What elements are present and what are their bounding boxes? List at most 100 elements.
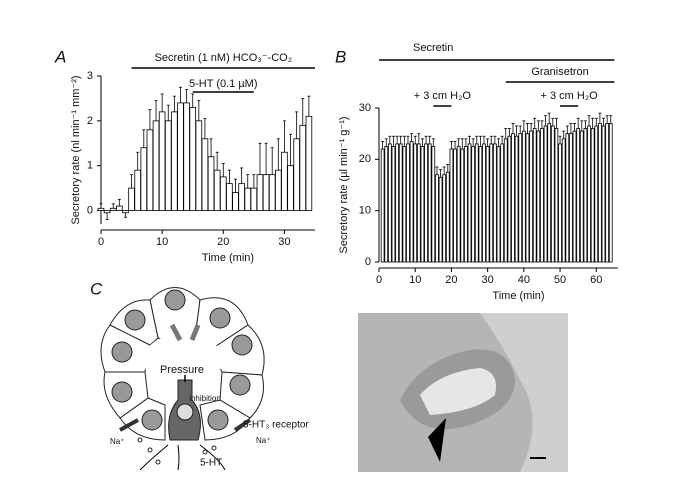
bar [195,120,203,211]
bar [388,143,392,263]
x-tick-label: 30 [482,274,494,286]
bar [507,135,512,263]
panel-label: C [90,279,103,298]
x-axis-label: Time (min) [202,252,254,264]
x-tick-label: 0 [376,274,382,286]
x-tick-label: 20 [445,274,457,286]
annotation: + 3 cm H₂O [414,90,472,102]
bar [103,210,111,214]
bar [281,151,288,211]
diagram-label: 5-HT [200,458,222,469]
x-tick-label: 50 [554,274,566,286]
bar [402,146,407,263]
x-tick-label: 30 [278,236,290,248]
y-tick-label: 1 [87,160,93,172]
panel-label: B [335,47,346,66]
y-tick-label: 3 [87,70,93,82]
bar [250,187,258,211]
bar [109,207,117,211]
y-tick-label: 0 [87,204,93,216]
bar [177,102,184,211]
bar [485,146,490,263]
panel-label: A [54,47,66,66]
bar [583,128,588,263]
x-tick-label: 10 [409,274,421,286]
bar [164,120,172,211]
bar [413,143,418,263]
bar [416,143,421,263]
bar [482,143,486,263]
bar [424,143,428,263]
y-axis-label: Secretory rate (µl min⁻¹ g⁻¹) [338,116,350,253]
bar [189,106,197,211]
bar [540,128,544,263]
bar [244,187,252,211]
bar [467,143,472,263]
bar [213,169,221,211]
y-tick-label: 2 [87,115,93,127]
diagram-label: Na⁺ [110,437,124,446]
annotation: Secretin [413,42,453,54]
bar [219,176,227,211]
bar [140,147,148,211]
bar [511,133,515,263]
bar [146,129,154,211]
bar [601,125,606,263]
diagram-label: 5-HT₃ receptor [243,420,309,431]
bar [464,146,468,263]
bar [97,207,105,211]
annotation: Granisetron [531,66,588,78]
bar [605,123,609,263]
bar [116,205,123,211]
bar [514,135,519,263]
bar [489,143,494,263]
bar [608,123,613,263]
bar [391,146,396,263]
bar [207,156,215,211]
bar [398,143,403,263]
bar [409,140,414,263]
bar [598,123,602,263]
y-tick-label: 30 [359,102,371,114]
bar [536,130,541,263]
y-axis-label: Secretory rate (nl min⁻¹ mm⁻²) [70,75,82,224]
bar [500,143,504,263]
bar [453,148,457,263]
bar [201,138,209,211]
bar [594,125,599,263]
x-tick-label: 60 [590,274,602,286]
bar [420,146,425,263]
bar [496,146,501,263]
bar [128,187,135,211]
acinus-diagram [100,287,265,471]
bar [550,125,555,263]
bar [576,128,581,263]
bar [565,133,570,263]
bar [503,138,508,263]
annotation: + 3 cm H₂O [541,90,599,102]
bar [532,128,537,263]
x-tick-label: 40 [518,274,530,286]
bar [474,143,479,263]
diagram-label: Pressure [160,364,204,376]
bar [493,143,497,263]
y-tick-label: 20 [359,153,371,165]
bar [587,125,591,263]
bar [256,174,264,211]
y-tick-label: 0 [365,256,371,268]
bar [262,174,270,211]
bar [287,165,294,211]
bar [442,174,447,263]
bar [171,111,178,211]
bar [384,146,389,263]
x-tick-label: 10 [156,236,168,248]
bar [438,176,443,263]
bar [122,210,129,214]
bar [529,130,533,263]
x-axis-label: Time (min) [492,290,544,302]
bar [569,133,573,263]
bar [275,169,282,211]
bar [406,143,410,263]
diagram-label: inhibition [189,394,221,403]
